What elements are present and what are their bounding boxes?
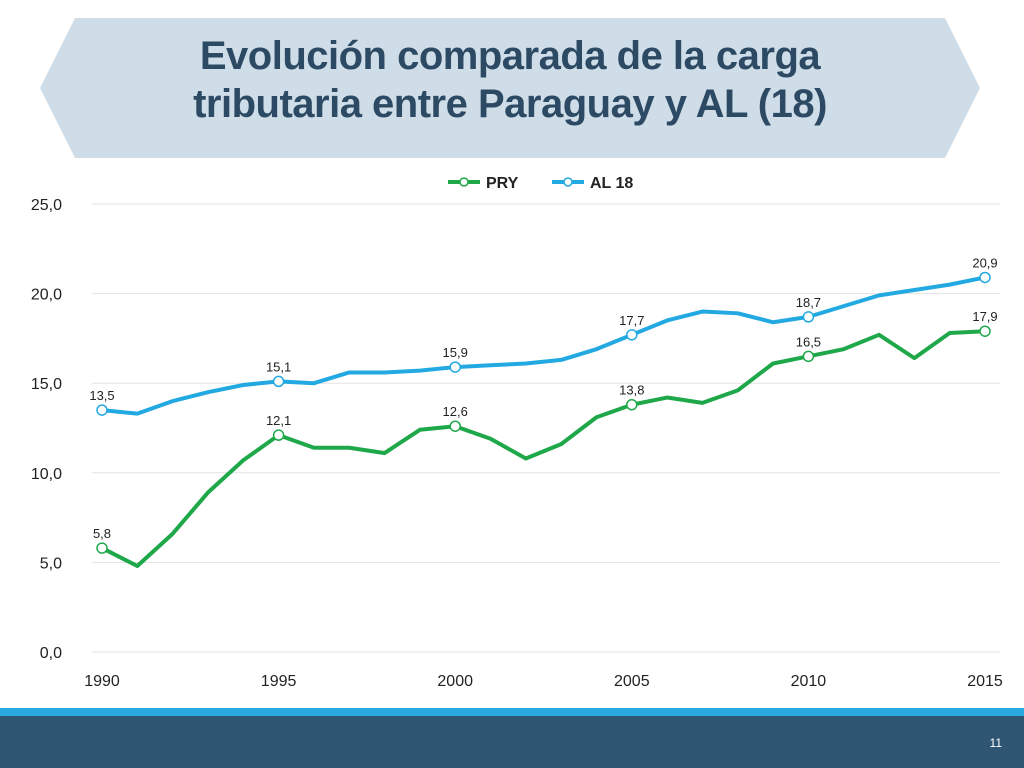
slide-title-line-2: tributaria entre Paraguay y AL (18) (193, 82, 827, 126)
x-tick-label: 1995 (261, 673, 297, 690)
y-tick-label: 0,0 (40, 645, 62, 662)
data-point-marker (449, 420, 461, 432)
data-label: 5,8 (93, 526, 111, 541)
data-point-marker (449, 361, 461, 373)
gridlines (92, 203, 1000, 653)
data-label: 15,1 (266, 359, 291, 374)
x-tick-label: 2010 (791, 673, 827, 690)
data-label: 20,9 (972, 255, 997, 270)
legend-swatch-marker (563, 177, 573, 187)
y-tick-label: 15,0 (31, 376, 62, 393)
footer-accent-stripe (0, 708, 1024, 716)
data-label: 16,5 (796, 334, 821, 349)
title-banner (40, 18, 980, 158)
slide-title-line-1: Evolución comparada de la carga (199, 34, 821, 78)
footer-bar (0, 716, 1024, 768)
line-chart: 0,0 5,0 10,0 15,0 20,0 25,0 1990 1995 2000 2005 20… (31, 175, 1003, 690)
legend-item: PRY (448, 175, 519, 192)
y-tick-label: 10,0 (31, 466, 62, 483)
x-tick-label: 2005 (614, 673, 650, 690)
data-point-marker (96, 404, 108, 416)
data-label: 15,9 (443, 345, 468, 360)
data-label: 18,7 (796, 295, 821, 310)
data-point-marker (802, 350, 815, 363)
series-line-al-18 (100, 275, 987, 416)
data-point-marker (96, 542, 108, 554)
title-banner-shape (40, 18, 980, 158)
data-point-marker (272, 429, 285, 441)
data-label: 13,8 (619, 383, 644, 398)
series-lines (100, 275, 987, 568)
legend-label: AL 18 (590, 175, 633, 192)
legend-item: AL 18 (552, 175, 633, 192)
legend-label: PRY (486, 175, 519, 192)
data-label: 17,9 (972, 309, 997, 324)
data-point-marker (626, 329, 638, 341)
data-labels: 5,8 12,1 12,6 13,8 16,5 17,9 13,5 15,1 15,9 17,7 1… (89, 255, 998, 554)
data-label: 12,1 (266, 413, 291, 428)
x-tick-label: 2015 (967, 673, 1003, 690)
data-point-marker (979, 325, 991, 337)
slide-title: Evolución comparada de la carga tributar… (100, 32, 920, 128)
y-tick-label: 20,0 (31, 287, 62, 304)
data-point-marker (979, 271, 991, 284)
data-label: 13,5 (89, 388, 114, 403)
y-tick-label: 5,0 (40, 555, 62, 572)
slide-number: 11 (989, 736, 1002, 750)
data-point-marker (626, 398, 638, 411)
series-line-pry (100, 329, 987, 568)
y-tick-label: 25,0 (31, 197, 62, 214)
legend-swatch-marker (459, 177, 469, 187)
data-point-marker (802, 311, 815, 323)
x-tick-label: 1990 (84, 673, 120, 690)
axis-tick-labels: 0,0 5,0 10,0 15,0 20,0 25,0 1990 1995 2000 2005 20… (31, 197, 1003, 690)
legend: PRY AL 18 (448, 175, 633, 192)
data-label: 17,7 (619, 313, 644, 328)
data-point-marker (272, 375, 285, 388)
x-tick-label: 2000 (437, 673, 473, 690)
data-label: 12,6 (443, 404, 468, 419)
